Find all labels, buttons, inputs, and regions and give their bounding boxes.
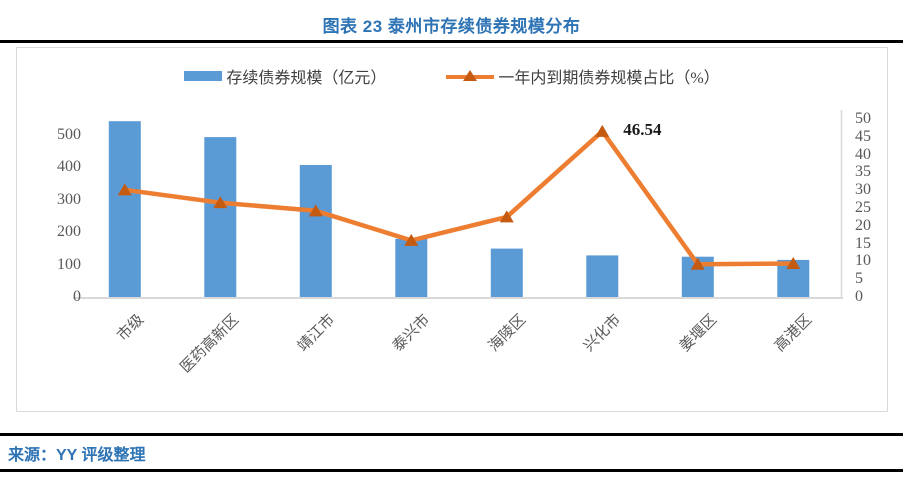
legend-label-bar: 存续债券规模（亿元） bbox=[226, 70, 387, 87]
legend-label-line: 一年内到期债券规模占比（%） bbox=[498, 70, 720, 87]
peak-value-label: 46.54 bbox=[623, 120, 662, 140]
bar bbox=[299, 165, 332, 297]
y-axis-left-tick-label: 300 bbox=[57, 190, 81, 208]
y-axis-right-tick-label: 35 bbox=[855, 163, 871, 181]
legend-item-line: 一年内到期债券规模占比（%） bbox=[446, 64, 720, 88]
bottom-divider bbox=[0, 469, 903, 472]
chart-legend: 存续债券规模（亿元） 一年内到期债券规模占比（%） bbox=[17, 64, 887, 88]
y-axis-left-tick-label: 500 bbox=[57, 125, 81, 143]
y-axis-right-tick-label: 15 bbox=[855, 234, 871, 252]
bar bbox=[490, 248, 523, 297]
bar bbox=[108, 121, 141, 297]
source-top-divider bbox=[0, 433, 903, 436]
y-axis-right-tick-label: 50 bbox=[855, 110, 871, 127]
bar bbox=[395, 238, 428, 297]
y-axis-left-tick-label: 200 bbox=[57, 223, 81, 240]
y-axis-right-tick-label: 40 bbox=[855, 145, 871, 163]
bar bbox=[586, 255, 619, 297]
line-series bbox=[124, 129, 794, 267]
y-axis-left-tick-label: 400 bbox=[57, 158, 81, 175]
chart-panel: 存续债券规模（亿元） 一年内到期债券规模占比（%） 0 100 200 300 400 5… bbox=[16, 47, 888, 412]
line-marker-icon bbox=[308, 204, 323, 217]
chart-canvas bbox=[73, 110, 843, 299]
y-axis-right-tick-label: 20 bbox=[855, 216, 871, 234]
y-axis-right-tick-label: 25 bbox=[855, 199, 871, 216]
y-axis-right-tick-label: 10 bbox=[855, 252, 871, 270]
y-axis-right-tick-label: 30 bbox=[855, 181, 871, 199]
combo-chart: 0 100 200 300 400 500 0 5 10 15 20 25 30 35 40 45 50 市级 医药… bbox=[17, 48, 886, 410]
line-marker-icon bbox=[213, 196, 228, 209]
chart-title: 图表 23 泰州市存续债券规模分布 bbox=[322, 17, 581, 36]
y-axis-left-tick-label: 0 bbox=[73, 288, 81, 305]
line-marker-icon bbox=[690, 257, 705, 270]
y-axis-right-tick-label: 45 bbox=[855, 127, 871, 145]
line-marker-icon bbox=[404, 233, 419, 246]
line-marker-icon bbox=[595, 124, 610, 137]
y-axis-left-tick-label: 100 bbox=[57, 255, 81, 273]
line-marker-swatch-icon bbox=[446, 70, 495, 82]
y-axis-right-tick-label: 5 bbox=[855, 270, 863, 288]
y-axis-right-tick-label: 0 bbox=[855, 288, 863, 305]
bar bbox=[204, 137, 237, 297]
source-note: 来源：YY 评级整理 bbox=[8, 447, 146, 464]
top-divider bbox=[0, 40, 903, 43]
legend-item-bar: 存续债券规模（亿元） bbox=[184, 64, 386, 88]
line-marker-icon bbox=[117, 183, 132, 196]
bar-swatch-icon bbox=[184, 71, 223, 81]
line-marker-icon bbox=[499, 210, 514, 223]
line-marker-icon bbox=[786, 257, 801, 270]
